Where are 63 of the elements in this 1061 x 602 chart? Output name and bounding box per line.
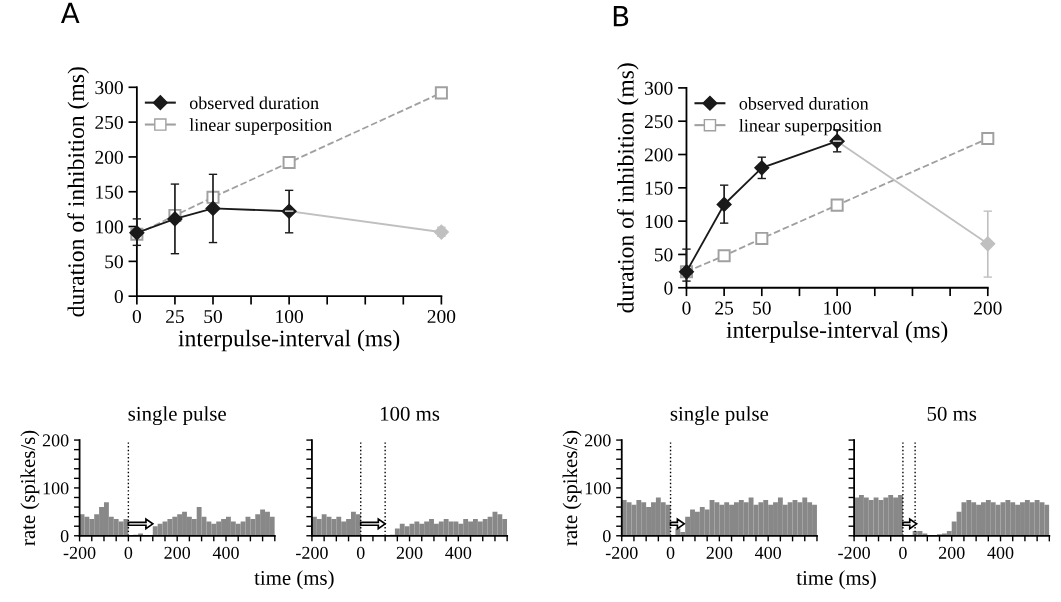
x-tick-label: 0 xyxy=(356,546,365,559)
y-tick-label: 0 xyxy=(602,530,611,543)
x-axis-title: time (ms) xyxy=(254,570,334,590)
y-tick-label: 100 xyxy=(43,482,69,495)
x-tick-label: 25 xyxy=(715,301,734,315)
legend-label: observed duration xyxy=(189,96,319,110)
x-tick-label: 200 xyxy=(427,309,456,324)
legend-label: linear superposition xyxy=(189,118,332,135)
y-tick-label: 200 xyxy=(585,434,611,447)
x-tick-label: 200 xyxy=(706,546,733,559)
legend-label: linear superposition xyxy=(739,118,882,136)
y-tick-label: 0 xyxy=(664,281,673,295)
y-tick-label: 50 xyxy=(105,255,123,269)
chart-title: 50 ms xyxy=(927,406,977,421)
chart-title: single pulse xyxy=(128,406,226,426)
x-tick-label: 100 xyxy=(276,309,303,324)
x-tick-label: 50 xyxy=(753,301,771,315)
y-tick-label: 0 xyxy=(114,290,123,304)
y-axis-title: duration of inhibition (ms) xyxy=(67,67,89,317)
y-tick-label: 100 xyxy=(585,482,611,495)
x-axis-title: time (ms) xyxy=(796,570,876,590)
x-tick-label: 0 xyxy=(124,546,133,559)
y-tick-label: 200 xyxy=(42,434,69,447)
y-tick-label: 100 xyxy=(96,220,123,234)
x-tick-label: 200 xyxy=(164,546,191,559)
x-tick-label: -200 xyxy=(838,546,870,559)
x-tick-label: -200 xyxy=(605,546,638,559)
x-tick-label: -200 xyxy=(63,546,96,559)
x-tick-label: 400 xyxy=(987,546,1014,559)
x-tick-label: 200 xyxy=(396,546,423,559)
x-tick-label: 400 xyxy=(212,546,239,559)
text: A xyxy=(60,2,80,24)
y-axis-title: duration of inhibition (ms) xyxy=(616,63,639,313)
y-tick-label: 0 xyxy=(60,530,69,543)
y-tick-label: 250 xyxy=(95,115,123,130)
chart-title: single pulse xyxy=(670,406,769,426)
x-tick-label: 25 xyxy=(166,310,184,324)
chart-title: 100 ms xyxy=(380,406,440,421)
x-tick-label: -200 xyxy=(296,546,328,559)
x-tick-label: 0 xyxy=(899,546,907,559)
y-tick-label: 200 xyxy=(95,150,123,164)
y-tick-label: 50 xyxy=(654,248,673,262)
y-tick-label: 300 xyxy=(645,81,673,95)
x-axis-title: interpulse-interval (ms) xyxy=(178,329,400,352)
x-tick-label: 200 xyxy=(974,301,1002,315)
x-tick-label: 0 xyxy=(682,301,691,315)
x-tick-label: 400 xyxy=(754,546,782,559)
text: B xyxy=(613,5,629,27)
y-tick-label: 150 xyxy=(96,185,123,199)
y-tick-label: 150 xyxy=(645,181,673,195)
y-tick-label: 300 xyxy=(95,81,123,95)
x-tick-label: 200 xyxy=(938,546,965,559)
y-tick-label: 100 xyxy=(645,214,673,229)
x-tick-label: 50 xyxy=(204,309,222,324)
x-tick-label: 400 xyxy=(445,546,472,559)
y-tick-label: 250 xyxy=(644,115,673,129)
y-tick-label: 200 xyxy=(644,148,673,162)
y-axis-title: rate (spikes/s) xyxy=(562,430,582,546)
legend-label: observed duration xyxy=(739,97,869,110)
x-tick-label: 0 xyxy=(132,309,141,324)
y-axis-title: rate (spikes/s) xyxy=(20,430,40,546)
x-axis-title: interpulse-interval (ms) xyxy=(726,321,948,343)
x-tick-label: 100 xyxy=(824,301,851,315)
